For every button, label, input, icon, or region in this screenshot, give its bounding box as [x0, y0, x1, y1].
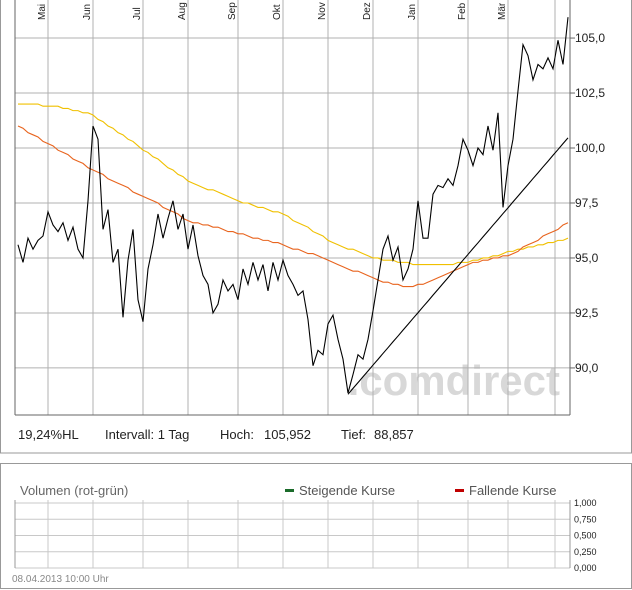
y-tick-label: 100,0 [575, 141, 605, 155]
y-tick-label: 102,5 [575, 86, 605, 100]
stat-high: 105,952 [264, 427, 311, 442]
series-line [347, 137, 569, 395]
x-tick-label: Dez [362, 2, 373, 20]
x-tick-label: Jun [82, 4, 93, 20]
legend-swatch [455, 489, 464, 492]
y-tick-label: 92,5 [575, 306, 599, 320]
stat-low-label: Tief: [341, 427, 366, 442]
x-tick-label: Mai [37, 4, 48, 20]
y-tick-label: 105,0 [575, 31, 605, 45]
x-tick-label: Mär [497, 2, 508, 20]
y-tick-label: 1,000 [574, 498, 597, 508]
y-tick-label: 0,000 [574, 563, 597, 573]
series-line [17, 17, 569, 394]
legend-label: Steigende Kurse [299, 483, 395, 498]
y-tick-label: 97,5 [575, 196, 599, 210]
y-tick-label: 95,0 [575, 251, 599, 265]
y-tick-label: 0,500 [574, 531, 597, 541]
series-line [18, 103, 569, 266]
x-tick-label: Sep [227, 2, 238, 20]
stat-high-label: Hoch: [220, 427, 254, 442]
y-tick-label: 0,250 [574, 547, 597, 557]
legend-swatch [285, 489, 294, 492]
stat-interval: Intervall: 1 Tag [105, 427, 189, 442]
stat-range: 19,24%HL [18, 427, 79, 442]
x-tick-label: Jul [132, 7, 143, 20]
legend-label: Fallende Kurse [469, 483, 556, 498]
stat-low: 88,857 [374, 427, 414, 442]
volume-title: Volumen (rot-grün) [20, 483, 128, 498]
x-tick-label: Jan [407, 4, 418, 20]
x-tick-label: Nov [317, 2, 328, 20]
x-tick-label: Aug [177, 2, 188, 20]
timestamp: 08.04.2013 10:00 Uhr [12, 574, 109, 585]
watermark: .comdirect [348, 357, 560, 404]
y-tick-label: 90,0 [575, 361, 599, 375]
x-tick-label: Feb [457, 2, 468, 20]
y-tick-label: 0,750 [574, 514, 597, 524]
x-tick-label: Okt [272, 4, 283, 20]
series-line [17, 125, 569, 288]
